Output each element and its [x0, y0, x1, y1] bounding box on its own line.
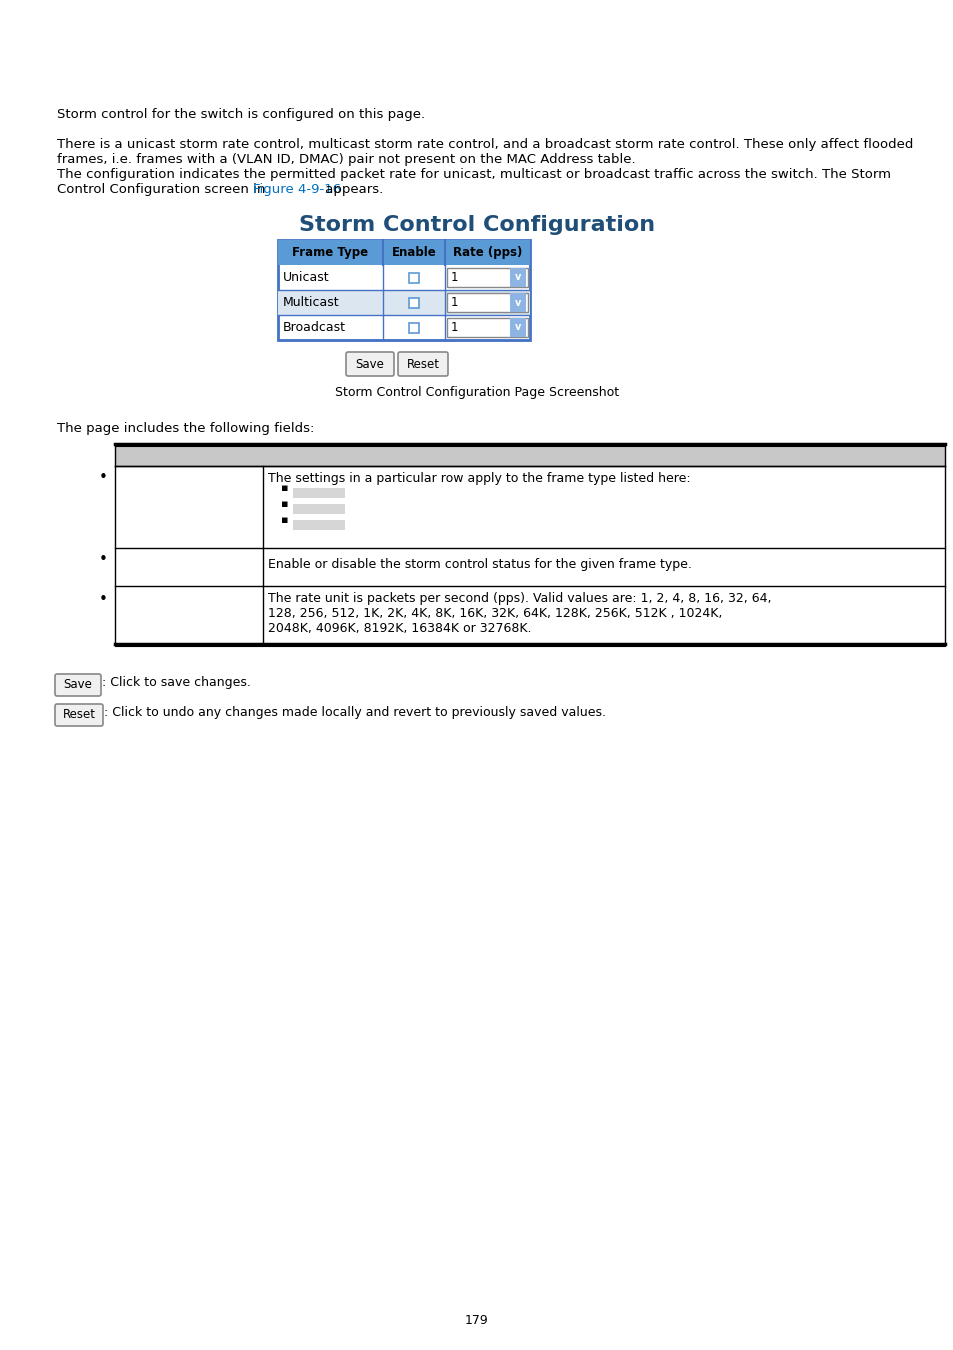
Text: Reset: Reset	[63, 709, 95, 721]
Text: Control Configuration screen in: Control Configuration screen in	[57, 184, 270, 196]
Bar	[409, 297, 418, 308]
Bar	[409, 273, 418, 282]
Text: Reset: Reset	[406, 358, 439, 370]
Bar	[293, 487, 345, 498]
Bar	[277, 240, 530, 265]
Bar	[115, 444, 944, 466]
FancyBboxPatch shape	[55, 674, 101, 697]
Text: Unicast: Unicast	[283, 271, 330, 284]
Text: Enable or disable the storm control status for the given frame type.: Enable or disable the storm control stat…	[268, 558, 691, 571]
Text: Save: Save	[64, 679, 92, 691]
Bar	[277, 240, 530, 340]
Text: Save: Save	[355, 358, 384, 370]
Text: ▪: ▪	[281, 483, 288, 493]
Bar	[510, 293, 525, 312]
Text: 1: 1	[451, 321, 458, 333]
Text: •: •	[98, 593, 108, 608]
FancyBboxPatch shape	[397, 352, 448, 377]
Text: Rate (pps): Rate (pps)	[453, 246, 521, 259]
Text: v: v	[515, 297, 520, 308]
Bar	[277, 290, 530, 315]
Text: Storm Control Configuration: Storm Control Configuration	[298, 215, 655, 235]
Text: •: •	[98, 471, 108, 486]
Bar	[510, 319, 525, 338]
Text: 1: 1	[451, 296, 458, 309]
Bar	[409, 323, 418, 332]
Text: The rate unit is packets per second (pps). Valid values are: 1, 2, 4, 8, 16, 32,: The rate unit is packets per second (pps…	[268, 593, 771, 634]
Text: The page includes the following fields:: The page includes the following fields:	[57, 423, 314, 435]
Text: The settings in a particular row apply to the frame type listed here:: The settings in a particular row apply t…	[268, 472, 690, 485]
Text: Broadcast: Broadcast	[283, 321, 346, 333]
Text: frames, i.e. frames with a (VLAN ID, DMAC) pair not present on the MAC Address t: frames, i.e. frames with a (VLAN ID, DMA…	[57, 153, 635, 166]
Text: : Click to save changes.: : Click to save changes.	[102, 676, 251, 688]
Text: : Click to undo any changes made locally and revert to previously saved values.: : Click to undo any changes made locally…	[104, 706, 605, 720]
Bar	[447, 269, 527, 288]
Bar	[510, 269, 525, 288]
Text: The configuration indicates the permitted packet rate for unicast, multicast or : The configuration indicates the permitte…	[57, 167, 890, 181]
Text: Storm control for the switch is configured on this page.: Storm control for the switch is configur…	[57, 108, 425, 122]
Text: Multicast: Multicast	[283, 296, 339, 309]
Text: ▪: ▪	[281, 500, 288, 509]
Text: 1: 1	[451, 271, 458, 284]
Text: Storm Control Configuration Page Screenshot: Storm Control Configuration Page Screens…	[335, 386, 618, 400]
Bar	[447, 293, 527, 312]
Text: There is a unicast storm rate control, multicast storm rate control, and a broad: There is a unicast storm rate control, m…	[57, 138, 912, 151]
FancyBboxPatch shape	[55, 703, 103, 726]
Text: Enable: Enable	[392, 246, 436, 259]
Bar	[293, 520, 345, 531]
Text: ▪: ▪	[281, 514, 288, 525]
Text: 179: 179	[465, 1314, 488, 1327]
Text: Frame Type: Frame Type	[293, 246, 368, 259]
Text: •: •	[98, 552, 108, 567]
Bar	[447, 319, 527, 338]
Text: appears.: appears.	[320, 184, 383, 196]
Text: v: v	[515, 323, 520, 332]
Text: v: v	[515, 273, 520, 282]
Bar	[293, 504, 345, 514]
FancyBboxPatch shape	[346, 352, 394, 377]
Text: Figure 4-9-16: Figure 4-9-16	[253, 184, 341, 196]
